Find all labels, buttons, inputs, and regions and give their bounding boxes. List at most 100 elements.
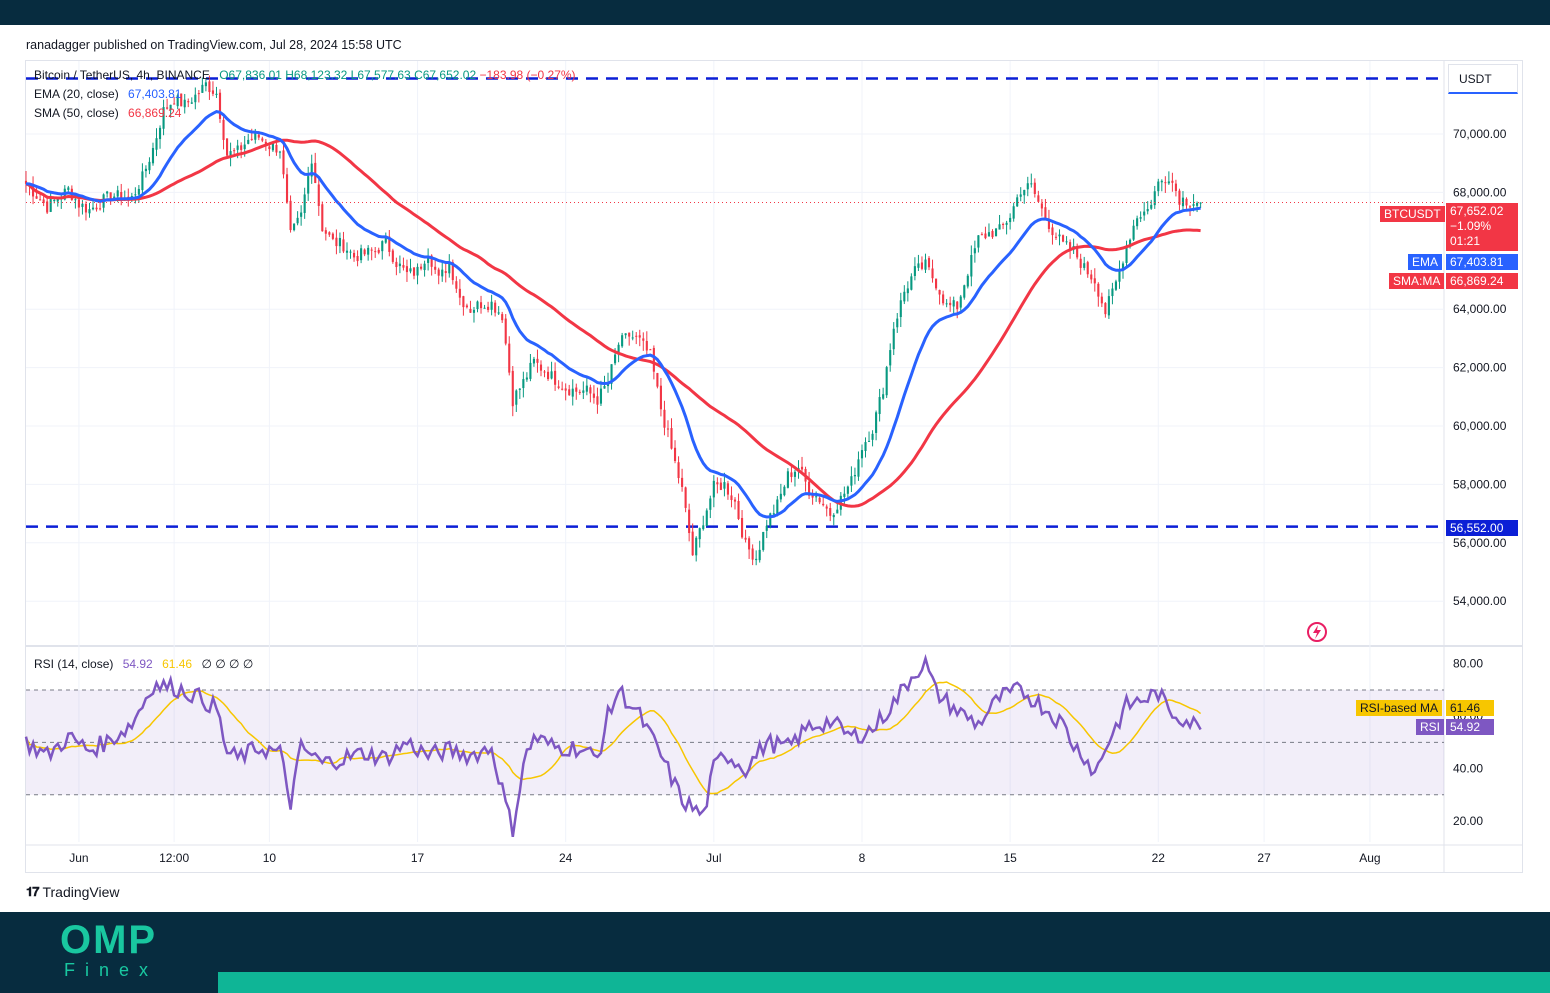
candle-body: [402, 265, 405, 268]
candle-body: [194, 94, 197, 103]
candle-body: [913, 266, 916, 276]
candle-body: [772, 513, 775, 515]
candle-body: [832, 514, 835, 518]
candle-body: [141, 171, 144, 191]
time-tick-label: Jun: [69, 851, 88, 865]
rsi-axis-tag: RSI: [1416, 719, 1445, 735]
candle-body: [155, 138, 158, 150]
rsi-ma-axis-value: 61.46: [1446, 700, 1494, 716]
candle-body: [850, 476, 853, 486]
candle-body: [465, 305, 468, 308]
ema-legend-value: 67,403.81: [128, 87, 182, 101]
candle-body: [695, 537, 698, 556]
candle-body: [825, 506, 828, 509]
symbol-tag: BTCUSDT: [1380, 206, 1445, 222]
candle-body: [1019, 194, 1022, 197]
candle-body: [790, 472, 793, 477]
sma-legend[interactable]: SMA (50, close) 66,869.24: [34, 106, 181, 120]
candle-body: [451, 262, 454, 281]
candle-body: [356, 256, 359, 262]
candle-body: [183, 99, 186, 108]
legend-close: C67,652.02: [414, 68, 477, 82]
candle-body: [462, 296, 465, 308]
candle-body: [1164, 182, 1167, 184]
candle-body: [860, 450, 864, 459]
candle-body: [758, 549, 761, 561]
tradingview-wordmark: TradingView: [42, 884, 120, 900]
candle-body: [1118, 269, 1121, 282]
candle-body: [1037, 195, 1040, 202]
candle-body: [882, 394, 885, 399]
candle-body: [349, 251, 352, 253]
candle-body: [151, 147, 155, 164]
chart-frame: [25, 60, 1523, 873]
time-tick-label: 10: [263, 851, 277, 865]
candle-body: [529, 362, 532, 379]
candle-body: [688, 509, 691, 534]
candle-body: [878, 397, 881, 414]
candle-body: [204, 82, 207, 87]
tradingview-brand[interactable]: 𝟏𝟕 TradingView: [26, 884, 120, 900]
ema-legend[interactable]: EMA (20, close) 67,403.81: [34, 87, 181, 101]
candle-body: [740, 517, 744, 538]
candle-body: [1129, 239, 1132, 246]
legend-low: L67,577.63: [350, 68, 411, 82]
candle-body: [1047, 219, 1050, 229]
candle-body: [578, 391, 581, 393]
candle-body: [726, 483, 730, 495]
candle-body: [871, 433, 874, 440]
candle-body: [169, 104, 172, 110]
candle-body: [762, 531, 765, 550]
candle-body: [1086, 262, 1089, 275]
price-tick-label: 68,000.00: [1453, 185, 1507, 199]
candle-body: [917, 263, 920, 268]
candle-body: [324, 230, 327, 234]
candle-body: [603, 385, 606, 389]
candle-body: [765, 525, 768, 531]
candle-body: [229, 151, 232, 157]
candle-body: [931, 268, 934, 279]
candle-body: [1033, 182, 1036, 194]
candle-body: [896, 318, 899, 328]
candle-body: [1058, 234, 1061, 237]
candle-body: [681, 477, 684, 487]
candle-body: [980, 234, 983, 236]
candle-body: [483, 307, 486, 309]
candle-body: [952, 300, 955, 307]
candle-body: [1002, 224, 1005, 226]
candle-body: [476, 301, 479, 310]
candle-body: [360, 248, 363, 261]
sma-axis-value: 66,869.24: [1446, 273, 1518, 289]
candle-body: [501, 314, 504, 321]
candle-body: [991, 230, 994, 238]
omp-logo: OMP: [60, 918, 158, 962]
candle-body: [398, 263, 401, 267]
candle-body: [1079, 258, 1082, 268]
candle-body: [427, 256, 430, 263]
candle-body: [723, 482, 726, 489]
candle-body: [927, 258, 931, 268]
candle-body: [1199, 202, 1202, 204]
candle-body: [885, 367, 888, 396]
time-tick-label: Aug: [1359, 851, 1380, 865]
omp-logo-sub: Finex: [64, 960, 159, 980]
candle-body: [173, 103, 176, 105]
candle-body: [342, 239, 345, 252]
candle-body: [987, 232, 991, 237]
time-tick-label: Jul: [706, 851, 721, 865]
candle-body: [226, 138, 229, 156]
candle-body: [853, 474, 856, 477]
candle-body: [434, 266, 437, 270]
legend-symbol[interactable]: Bitcoin / TetherUS, 4h, BINANCE: [34, 68, 210, 82]
candle-body: [963, 285, 966, 298]
candle-body: [617, 344, 620, 353]
candle-body: [924, 259, 927, 270]
candle-body: [1051, 227, 1054, 236]
candle-body: [677, 462, 680, 479]
rsi-legend[interactable]: RSI (14, close) 54.92 61.46 ∅ ∅ ∅ ∅: [34, 657, 253, 671]
candle-body: [956, 301, 959, 310]
currency-selector[interactable]: USDT: [1448, 64, 1518, 94]
candle-body: [1100, 296, 1103, 304]
candle-body: [1171, 180, 1174, 183]
